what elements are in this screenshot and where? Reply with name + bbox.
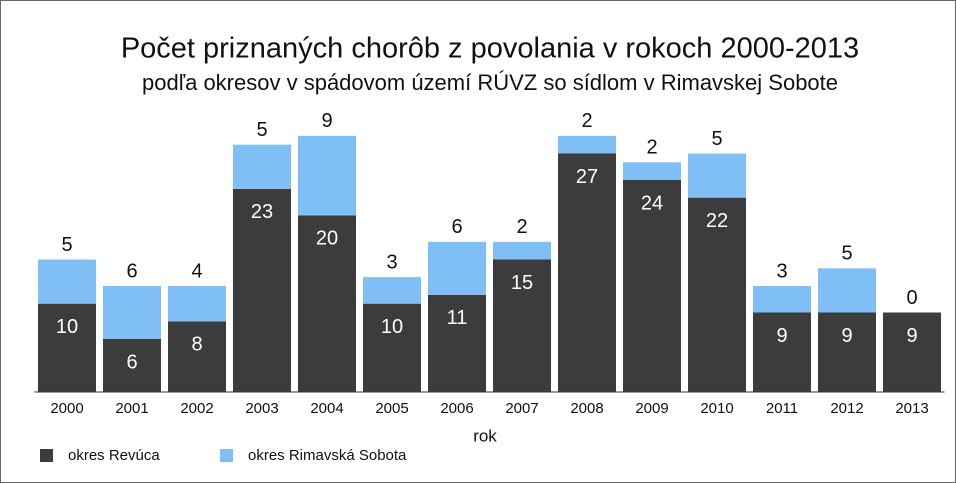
value-label: 22 — [706, 210, 728, 232]
x-tick-label: 2011 — [766, 400, 798, 417]
value-label: 15 — [511, 272, 533, 294]
bar-segment — [428, 294, 486, 392]
chart-title: Počet priznaných chorôb z povolania v ro… — [121, 33, 859, 65]
value-label: 2 — [646, 137, 657, 159]
bar-segment — [688, 153, 746, 198]
bar-segment — [558, 153, 616, 392]
bar-segment — [818, 312, 876, 392]
bar-segment — [818, 268, 876, 313]
value-label: 5 — [841, 243, 852, 265]
bar-segment — [298, 215, 356, 392]
bar-segment — [38, 303, 96, 392]
x-tick-label: 2000 — [50, 400, 83, 417]
bar-segment — [363, 277, 421, 304]
value-label: 9 — [776, 325, 787, 347]
bar-segment — [428, 241, 486, 295]
value-label: 5 — [256, 119, 267, 141]
value-label: 6 — [451, 216, 462, 238]
bar-segment — [623, 162, 681, 180]
value-label: 6 — [126, 351, 137, 373]
bar-segment — [623, 180, 681, 392]
legend-swatch — [220, 449, 233, 462]
x-tick-label: 2013 — [895, 400, 928, 417]
value-label: 23 — [251, 201, 273, 223]
value-label: 9 — [906, 325, 917, 347]
bar-segment — [493, 241, 551, 260]
x-axis-label: rok — [473, 426, 497, 445]
x-tick-label: 2012 — [830, 400, 863, 417]
bar-segment — [233, 144, 291, 189]
x-tick-label: 2004 — [310, 400, 343, 417]
legend-swatch — [40, 449, 53, 462]
bar-segment — [493, 259, 551, 392]
x-tick-label: 2007 — [505, 400, 538, 417]
bar-segment — [168, 286, 226, 322]
x-tick-label: 2001 — [115, 400, 148, 417]
bar-segment — [753, 312, 811, 392]
bar-segment — [233, 188, 291, 392]
value-label: 24 — [641, 192, 663, 214]
value-label: 10 — [56, 316, 78, 338]
bar-segment — [298, 135, 356, 216]
bar-segment — [38, 259, 96, 304]
value-label: 3 — [776, 260, 787, 282]
bar-segment — [168, 321, 226, 392]
x-tick-label: 2005 — [375, 400, 408, 417]
chart-subtitle: podľa okresov v spádovom území RÚVZ so s… — [142, 70, 838, 95]
value-label: 27 — [576, 166, 598, 188]
x-tick-label: 2009 — [635, 400, 668, 417]
value-label: 4 — [191, 260, 202, 282]
bar-segment — [363, 303, 421, 392]
value-label: 9 — [321, 110, 332, 132]
value-label: 20 — [316, 228, 338, 250]
value-label: 11 — [447, 307, 468, 329]
value-label: 8 — [191, 334, 202, 356]
value-label: 10 — [381, 316, 403, 338]
x-tick-label: 2002 — [180, 400, 213, 417]
x-tick-label: 2006 — [440, 400, 473, 417]
legend-label: okres Rimavská Sobota — [248, 447, 407, 464]
value-label: 5 — [711, 128, 722, 150]
legend-label: okres Revúca — [68, 447, 160, 464]
bar-segment — [558, 135, 616, 154]
bar-segment — [103, 286, 161, 339]
value-label: 0 — [906, 287, 917, 309]
value-label: 6 — [126, 260, 137, 282]
value-label: 5 — [61, 234, 72, 256]
x-tick-label: 2003 — [245, 400, 278, 417]
value-label: 2 — [516, 216, 527, 238]
value-label: 9 — [841, 325, 852, 347]
bar-segment — [103, 339, 161, 392]
value-label: 3 — [386, 251, 397, 273]
bar-segment — [883, 312, 941, 392]
bar-segment — [753, 286, 811, 313]
x-tick-label: 2010 — [700, 400, 733, 417]
bar-segment — [688, 197, 746, 392]
x-tick-label: 2008 — [570, 400, 603, 417]
value-label: 2 — [581, 110, 592, 132]
